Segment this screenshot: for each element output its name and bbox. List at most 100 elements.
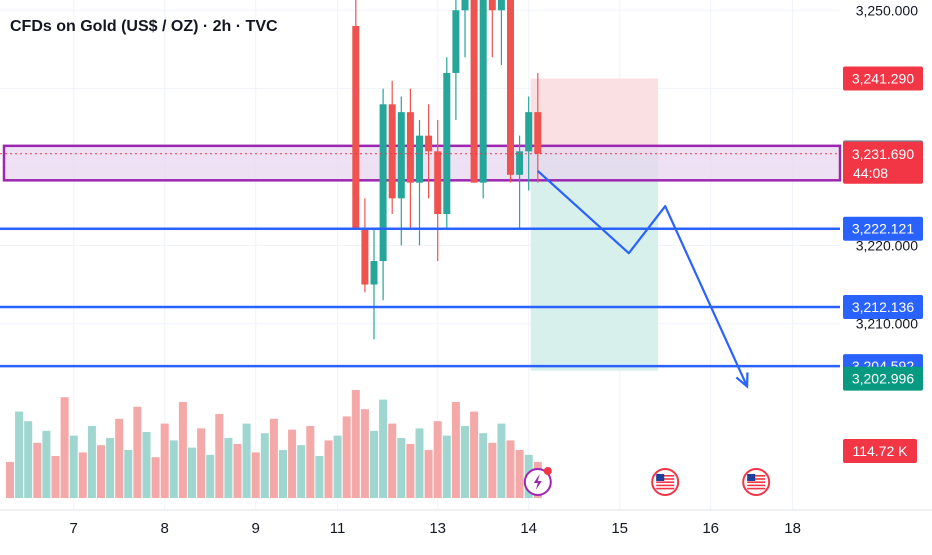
volume-bar xyxy=(342,416,351,498)
candle-body xyxy=(497,0,505,11)
flag-stripe xyxy=(747,484,766,487)
volume-bar xyxy=(306,426,315,498)
candle-body xyxy=(534,112,542,154)
volume-bar xyxy=(69,435,78,498)
volume-bar xyxy=(24,421,33,498)
volume-bar xyxy=(251,452,260,498)
price-badge-label: 3,222.121 xyxy=(852,221,914,237)
volume-bar xyxy=(151,457,160,498)
price-badge[interactable]: 3,231.690 44:08 xyxy=(843,141,923,184)
candle-body xyxy=(416,135,423,183)
volume-bar xyxy=(106,438,115,498)
flag-stripe xyxy=(747,481,766,483)
flag-stripe xyxy=(656,487,675,490)
price-badge[interactable]: 3,241.290 xyxy=(843,66,923,91)
price-badge-box xyxy=(843,216,923,241)
volume-bar xyxy=(215,414,224,498)
candle-body xyxy=(425,135,433,152)
candle-body xyxy=(379,104,387,262)
lightning-bolt-shape xyxy=(533,474,542,490)
price-badge[interactable]: 3,202.996 xyxy=(843,366,923,391)
price-badge-label: 3,202.996 xyxy=(852,371,914,387)
projection-path xyxy=(537,170,749,387)
volume-bar xyxy=(360,409,369,498)
flag-stripe xyxy=(656,481,675,483)
volume-badge: 114.72 K xyxy=(843,439,917,463)
volume-bar xyxy=(242,423,251,498)
volume-bar xyxy=(78,452,87,498)
time-axis-label: 13 xyxy=(429,520,446,537)
volume-bar xyxy=(388,423,397,498)
volume-bar xyxy=(269,418,278,498)
candle-body xyxy=(452,10,460,73)
volume-bar xyxy=(406,444,415,498)
flag-stripe xyxy=(656,475,675,477)
volume-bar xyxy=(488,442,497,498)
volume-bar xyxy=(206,454,215,498)
volume-bar xyxy=(224,438,233,498)
candle-body xyxy=(443,72,451,215)
volume-bar xyxy=(6,462,14,498)
candle-body xyxy=(525,112,533,152)
candle-body xyxy=(488,0,496,11)
volume-bar xyxy=(188,447,196,498)
time-axis-label: 8 xyxy=(161,520,169,537)
volume-bar xyxy=(497,423,506,498)
volume-bar xyxy=(197,428,206,498)
volume-badge-label: 114.72 K xyxy=(852,443,908,459)
volume-bar xyxy=(260,433,269,498)
flag-canton xyxy=(656,474,665,481)
candle-body xyxy=(461,0,469,11)
volume-bar xyxy=(442,435,451,498)
volume-bar xyxy=(142,432,151,498)
price-badge[interactable]: 3,212.136 xyxy=(843,294,923,319)
candle-body xyxy=(388,104,396,199)
volume-bar xyxy=(33,442,42,498)
volume-badge-box xyxy=(843,439,917,463)
price-badge-label: 3,231.690 xyxy=(852,146,914,162)
price-badge-box xyxy=(843,366,923,391)
price-badge[interactable]: 3,222.121 xyxy=(843,216,923,241)
volume-bar xyxy=(297,445,306,498)
time-axis-label: 11 xyxy=(330,520,346,537)
countdown-label: 44:08 xyxy=(853,165,888,181)
stop-loss-zone xyxy=(530,78,659,154)
volume-bar xyxy=(506,440,515,498)
volume-bar xyxy=(315,456,324,498)
candle-body xyxy=(479,0,487,183)
candle-body xyxy=(434,151,442,215)
volume-bar xyxy=(115,418,124,498)
time-axis-label: 18 xyxy=(784,520,801,537)
volume-bar xyxy=(515,450,524,498)
chart-title: CFDs on Gold (US$ / OZ) · 2h · TVC xyxy=(10,18,278,35)
candle-body xyxy=(470,0,478,183)
volume-bar xyxy=(51,456,60,498)
volume-bar xyxy=(324,440,333,498)
price-badge-box xyxy=(843,294,923,319)
notification-dot xyxy=(543,467,552,475)
time-axis-label: 16 xyxy=(702,520,719,537)
flag-stripe xyxy=(656,478,675,480)
time-axis-label: 15 xyxy=(611,520,628,537)
flag-stripe xyxy=(747,478,766,480)
projection-arrowhead xyxy=(735,372,749,389)
volume-bar xyxy=(370,430,378,498)
candle-body xyxy=(397,112,405,199)
candle-body xyxy=(370,261,378,285)
flag-stripe xyxy=(747,487,766,490)
us-flag-event-icon xyxy=(651,468,680,496)
volume-bar xyxy=(160,423,169,498)
volume-bar xyxy=(42,430,51,498)
flag-canton xyxy=(747,474,756,481)
volume-bar xyxy=(169,440,178,498)
candle-body xyxy=(352,25,360,230)
volume-bar xyxy=(397,438,406,498)
time-axis-label: 14 xyxy=(520,520,537,537)
volume-bar xyxy=(15,411,24,498)
time-axis-label: 9 xyxy=(252,520,260,537)
volume-bar xyxy=(415,428,424,498)
candle-body xyxy=(516,151,524,175)
volume-bar xyxy=(451,402,460,498)
